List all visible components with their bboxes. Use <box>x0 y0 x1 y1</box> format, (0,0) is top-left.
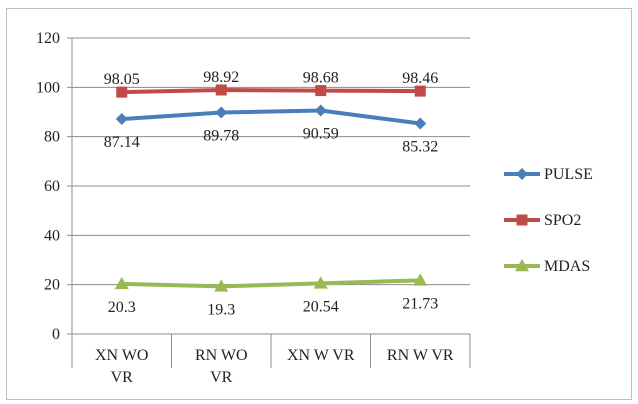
y-tick-label: 120 <box>36 30 60 47</box>
pulse-line <box>121 108 421 126</box>
spo2-data-label: 98.46 <box>402 70 438 87</box>
legend-spo2-marker <box>516 214 528 226</box>
mdas-point <box>413 273 428 286</box>
mdas-line <box>121 278 421 289</box>
pulse-data-label: 89.78 <box>203 128 239 145</box>
legend-mdas-label: MDAS <box>544 258 590 275</box>
pulse-point <box>414 117 427 130</box>
pulse-data-label: 85.32 <box>402 139 438 156</box>
legend-spo2-label: SPO2 <box>544 212 581 229</box>
mdas-data-label: 20.3 <box>108 299 136 316</box>
pulse-point <box>215 106 228 119</box>
spo2-point <box>414 85 426 97</box>
legend-mdas-marker <box>515 259 529 272</box>
legend-pulse-label: PULSE <box>544 166 593 183</box>
spo2-data-label: 98.68 <box>303 70 339 87</box>
y-tick-label: 0 <box>52 326 60 343</box>
spo2-data-label: 98.92 <box>203 69 239 86</box>
legend-pulse-marker <box>516 168 528 180</box>
pulse-data-label: 87.14 <box>104 134 140 151</box>
x-tick-label: RN W VR <box>387 347 454 364</box>
mdas-data-label: 21.73 <box>402 295 438 312</box>
spo2-data-label: 98.05 <box>104 71 140 88</box>
y-tick-label: 40 <box>44 227 60 244</box>
mdas-point <box>114 276 129 290</box>
y-tick-label: 100 <box>36 79 60 96</box>
mdas-point <box>313 276 328 289</box>
mdas-point <box>214 279 229 292</box>
mdas-data-label: 19.3 <box>207 301 235 318</box>
y-tick-label: 20 <box>44 277 60 294</box>
mdas-data-label: 20.54 <box>303 298 339 315</box>
pulse-data-label: 90.59 <box>303 126 339 143</box>
pulse-point <box>314 104 327 117</box>
x-tick-label: XN WO VR <box>95 347 148 386</box>
y-tick-label: 60 <box>44 178 60 195</box>
y-tick-label: 80 <box>44 129 60 146</box>
spo2-point <box>315 85 327 97</box>
x-tick-label: XN W VR <box>287 347 355 364</box>
chart-frame <box>6 8 632 400</box>
spo2-line <box>121 87 421 95</box>
spo2-point <box>215 84 227 96</box>
pulse-point <box>115 113 128 126</box>
x-tick-label: RN WO VR <box>195 347 248 386</box>
spo2-point <box>116 86 128 98</box>
